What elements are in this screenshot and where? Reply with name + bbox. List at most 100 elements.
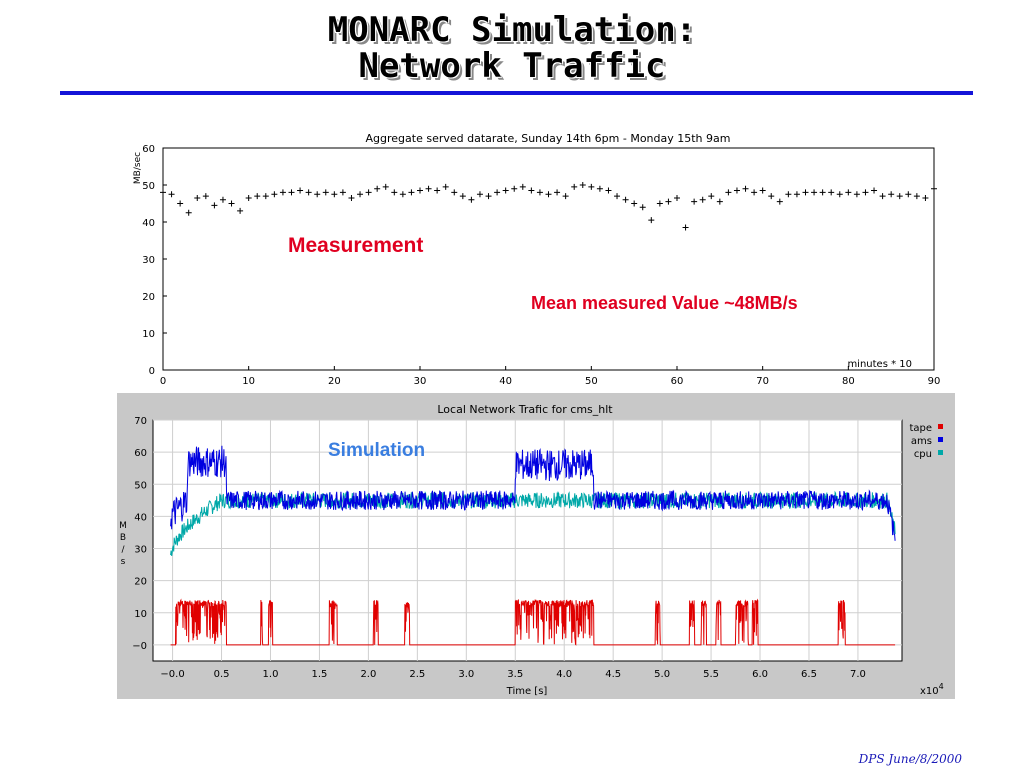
measurement-point <box>357 191 364 198</box>
measurement-point <box>348 194 355 201</box>
simulation-x-tick-label: 2.5 <box>409 669 425 680</box>
measurement-point <box>656 200 663 207</box>
legend-label-cpu: cpu <box>914 449 932 460</box>
title-underline <box>60 91 973 95</box>
series-line-ams <box>170 445 896 541</box>
measurement-point <box>536 189 543 196</box>
measurement-point <box>382 183 389 190</box>
measurement-point <box>716 198 723 205</box>
svg-text:/: / <box>121 545 125 555</box>
svg-text:M: M <box>119 521 127 531</box>
series-line-tape <box>170 598 896 646</box>
measurement-point <box>297 187 304 194</box>
measurement-point <box>279 189 286 196</box>
simulation-y-tick-label: 60 <box>134 448 147 459</box>
measurement-point <box>725 189 732 196</box>
measurement-point <box>245 194 252 201</box>
measurement-point <box>177 200 184 207</box>
measurement-point <box>511 185 518 192</box>
measurement-point <box>202 193 209 200</box>
measurement-point <box>639 204 646 211</box>
legend-label-ams: ams <box>911 436 932 447</box>
measurement-chart: Aggregate served datarate, Sunday 14th 6… <box>118 128 956 387</box>
measurement-point <box>476 191 483 198</box>
measurement-y-tick-label: 40 <box>142 218 155 229</box>
simulation-y-tick-label: 20 <box>134 577 147 588</box>
simulation-y-tick-label: −0 <box>132 641 147 652</box>
measurement-point <box>913 193 920 200</box>
measurement-y-tick-label: 60 <box>142 144 155 155</box>
measurement-x-tick-label: 0 <box>160 376 166 387</box>
simulation-x-tick-label: 6.5 <box>801 669 817 680</box>
measurement-y-axis-label: MB/sec <box>133 152 143 184</box>
simulation-x-tick-label: 4.5 <box>605 669 621 680</box>
simulation-x-tick-label: 7.0 <box>850 669 866 680</box>
slide-title: MONARC Simulation: Network Traffic <box>0 12 1024 84</box>
measurement-point <box>931 185 937 192</box>
legend-label-tape: tape <box>909 423 932 434</box>
measurement-point <box>211 202 218 209</box>
measurement-point <box>631 200 638 207</box>
measurement-point <box>442 183 449 190</box>
measurement-point <box>819 189 826 196</box>
measurement-point <box>374 185 381 192</box>
simulation-y-tick-label: 50 <box>134 480 147 491</box>
measurement-point <box>768 193 775 200</box>
measurement-point <box>485 193 492 200</box>
measurement-point <box>562 193 569 200</box>
measurement-y-tick-label: 10 <box>142 329 155 340</box>
simulation-x-tick-label: 0.5 <box>214 669 230 680</box>
measurement-x-tick-label: 40 <box>499 376 512 387</box>
measurement-y-tick-label: 20 <box>142 292 155 303</box>
measurement-chart-bg <box>118 128 956 384</box>
simulation-x-tick-label: 6.0 <box>752 669 768 680</box>
measurement-point <box>331 191 338 198</box>
measurement-point <box>434 187 441 194</box>
legend-swatch-cpu <box>938 450 943 455</box>
measurement-point <box>751 189 758 196</box>
measurement-y-tick-label: 50 <box>142 181 155 192</box>
simulation-annotation: Simulation <box>328 440 425 461</box>
simulation-y-axis-label: M B / s <box>119 521 127 567</box>
measurement-point <box>793 191 800 198</box>
measurement-point <box>571 183 578 190</box>
measurement-point <box>425 185 432 192</box>
measurement-point <box>648 217 655 224</box>
measurement-point <box>845 189 852 196</box>
measurement-point <box>288 189 295 196</box>
measurement-point <box>451 189 458 196</box>
measurement-point <box>528 187 535 194</box>
legend-swatch-ams <box>938 437 943 442</box>
measurement-x-tick-label: 70 <box>756 376 769 387</box>
measurement-point <box>922 194 929 201</box>
simulation-x-tick-label: 1.5 <box>311 669 327 680</box>
measurement-x-axis-label: minutes * 10 <box>847 359 912 370</box>
measurement-x-tick-label: 50 <box>585 376 598 387</box>
simulation-y-tick-label: 10 <box>134 609 147 620</box>
measurement-point <box>682 224 689 231</box>
measurement-point <box>605 187 612 194</box>
measurement-point <box>185 209 192 216</box>
measurement-point <box>339 189 346 196</box>
measurement-annotation: Measurement <box>288 234 423 257</box>
measurement-point <box>879 193 886 200</box>
simulation-x-tick-label: 4.0 <box>556 669 572 680</box>
measurement-point <box>614 193 621 200</box>
measurement-point <box>579 182 586 188</box>
measurement-point <box>871 187 878 194</box>
measurement-x-tick-label: 20 <box>328 376 341 387</box>
measurement-point <box>811 189 818 196</box>
measurement-point <box>519 183 526 190</box>
simulation-chart-title: Local Network Trafic for cms_hlt <box>437 403 613 416</box>
measurement-point <box>742 185 749 192</box>
measurement-point <box>219 196 226 203</box>
measurement-point <box>622 196 629 203</box>
measurement-point <box>468 196 475 203</box>
simulation-x-tick-label: 2.0 <box>360 669 376 680</box>
measurement-point <box>596 185 603 192</box>
svg-text:B: B <box>120 533 126 543</box>
measurement-point <box>828 189 835 196</box>
measurement-chart-title: Aggregate served datarate, Sunday 14th 6… <box>366 132 731 145</box>
measurement-point <box>271 191 278 198</box>
